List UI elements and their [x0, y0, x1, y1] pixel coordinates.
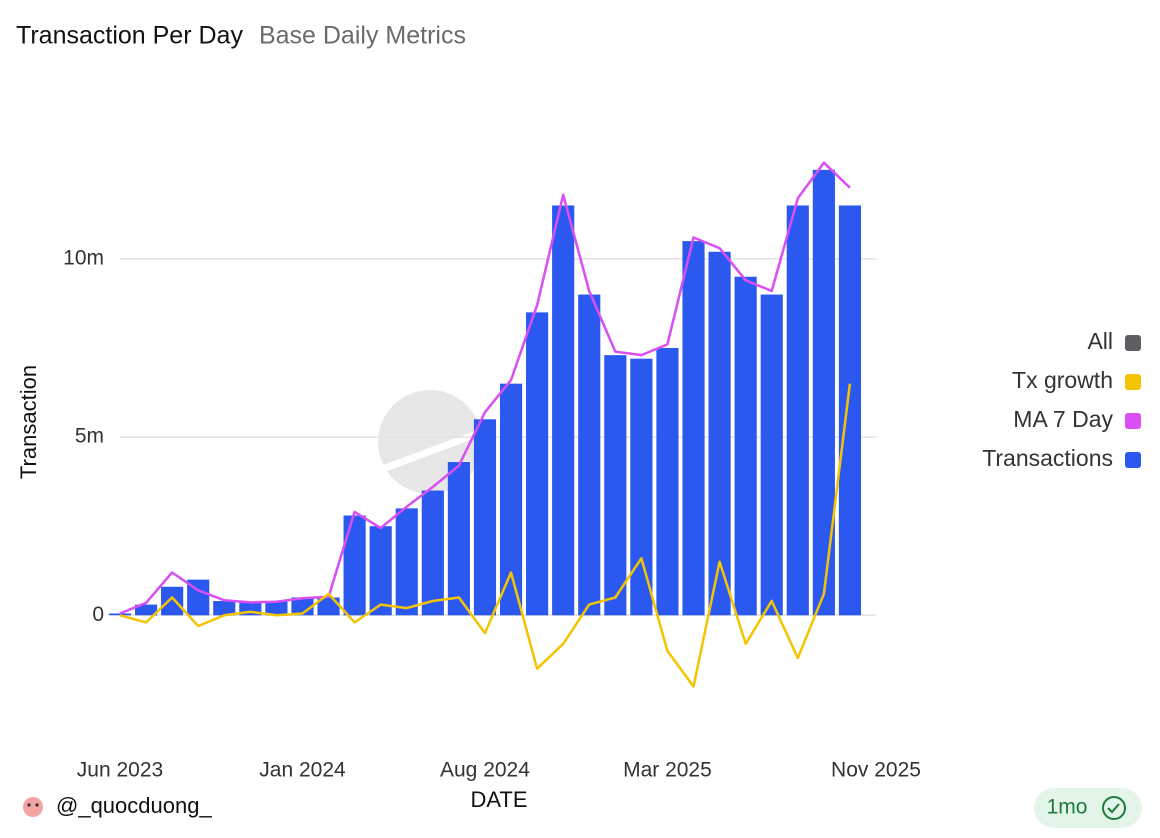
chart-subtitle: Base Daily Metrics	[259, 22, 466, 50]
y-tick-label: 10m	[63, 246, 104, 269]
legend-label[interactable]: All	[1087, 328, 1113, 354]
bar	[421, 490, 444, 616]
y-tick-label: 5m	[75, 425, 104, 448]
legend-swatch	[1125, 452, 1141, 468]
bar	[161, 586, 184, 616]
x-tick-label: Mar 2025	[623, 759, 712, 782]
bar	[734, 276, 757, 616]
legend-swatch	[1125, 374, 1141, 390]
bar	[630, 358, 653, 616]
y-tick-label: 0	[92, 603, 104, 626]
bar	[317, 597, 340, 616]
bar	[447, 462, 470, 616]
bar	[213, 601, 236, 616]
bar	[604, 355, 627, 616]
y-axis-label: Transaction	[16, 365, 41, 479]
x-tick-label: Jan 2024	[259, 759, 346, 782]
line	[119, 383, 852, 688]
legend-label[interactable]: Transactions	[982, 445, 1113, 471]
age: 1mo	[1047, 796, 1088, 819]
x-axis-label: DATE	[470, 787, 527, 812]
bar	[526, 312, 549, 616]
bar	[395, 508, 418, 616]
legend-swatch	[1125, 413, 1141, 429]
bar	[838, 205, 862, 616]
bar	[682, 241, 705, 616]
x-tick-label: Jun 2023	[77, 759, 163, 782]
legend-label[interactable]: Tx growth	[1012, 367, 1113, 393]
bar	[760, 294, 783, 616]
bar	[265, 601, 288, 616]
bar	[134, 604, 158, 616]
bar	[708, 251, 731, 616]
bar	[343, 515, 366, 616]
bar	[786, 205, 809, 616]
bar	[656, 348, 679, 616]
legend-label[interactable]: MA 7 Day	[1013, 406, 1113, 432]
bar	[187, 579, 210, 616]
verified-icon	[1102, 796, 1126, 820]
bar	[812, 169, 835, 616]
bar	[499, 383, 523, 616]
bar	[578, 294, 601, 616]
x-tick-label: Aug 2024	[440, 759, 530, 782]
bar	[473, 419, 497, 616]
bar	[552, 205, 575, 616]
author[interactable]: @_quocduong_	[56, 793, 212, 818]
legend-swatch	[1125, 335, 1141, 351]
chart-title: Transaction Per Day	[16, 22, 243, 50]
line	[119, 161, 851, 615]
bar	[108, 613, 132, 616]
bar	[369, 526, 392, 616]
x-tick-label: Nov 2025	[831, 759, 921, 782]
author-icon	[23, 797, 43, 817]
